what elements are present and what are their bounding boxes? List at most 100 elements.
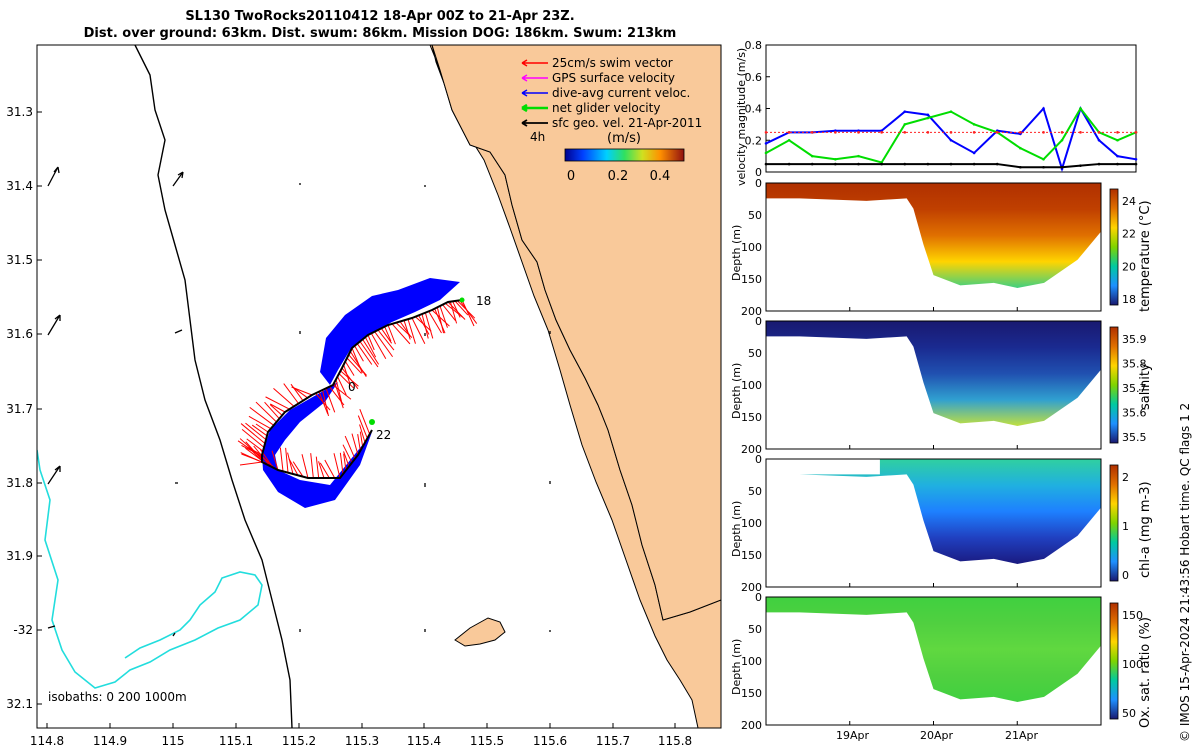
swim-vector xyxy=(359,408,371,435)
glider-track xyxy=(261,299,463,479)
velocity-point xyxy=(857,162,860,166)
swim-vector xyxy=(246,438,264,452)
swim-vector xyxy=(384,326,392,342)
lat-tick-label: 31.7 xyxy=(6,402,33,416)
swim-vector xyxy=(273,388,295,407)
lon-tick-label: 115.6 xyxy=(533,734,567,748)
lon-tick-label: 115.7 xyxy=(596,734,630,748)
swim-vector-fan xyxy=(237,299,478,479)
swim-vector xyxy=(332,384,352,400)
velocity-point xyxy=(764,131,768,134)
velocity-point xyxy=(972,123,976,126)
swim-vector xyxy=(431,309,450,327)
swim-vector xyxy=(343,453,347,471)
lon-tick-label: 114.8 xyxy=(30,734,64,748)
swim-vector xyxy=(454,300,469,316)
track-label-end: 22 xyxy=(376,428,391,442)
depth-tick: 50 xyxy=(748,347,762,360)
velocity-point xyxy=(1042,165,1045,169)
lat-tick-label: -32 xyxy=(13,623,33,637)
depth-tick: 150 xyxy=(741,549,762,562)
velocity-point xyxy=(995,162,999,166)
velocity-point xyxy=(926,131,930,134)
velocity-point xyxy=(810,131,814,134)
velocity-point xyxy=(1097,138,1101,142)
swim-vector xyxy=(287,452,294,475)
section-panels: 0501001502002422201805010015020035.935.8… xyxy=(741,177,1147,732)
swim-vector xyxy=(265,396,290,410)
swim-vector xyxy=(269,404,283,416)
velocity-point xyxy=(926,162,930,166)
swim-vector xyxy=(407,319,416,344)
swim-vector xyxy=(292,461,304,477)
velocity-point xyxy=(1097,131,1101,134)
swim-vector xyxy=(339,452,344,475)
depth-label-salinity: Depth (m) xyxy=(730,362,743,419)
velocity-point xyxy=(1060,165,1064,169)
swim-vector xyxy=(351,433,359,456)
velocity-ylabel: velocity magnitude (m/s) xyxy=(735,47,748,186)
velocity-ytick: 0.8 xyxy=(745,39,763,52)
depth-tick: 0 xyxy=(755,177,762,190)
speed-colorbar xyxy=(564,148,685,162)
velocity-ytick: 0.2 xyxy=(745,134,763,147)
depth-label-temperature: Depth (m) xyxy=(730,224,743,281)
swim-vector xyxy=(348,354,367,376)
depth-tick: 100 xyxy=(741,517,762,530)
velocity-point xyxy=(810,154,814,158)
depth-label-chla: Depth (m) xyxy=(730,500,743,557)
lat-tick-label: 31.4 xyxy=(6,179,33,193)
time-step-label: 4h xyxy=(530,130,545,144)
velocity-point xyxy=(1116,162,1119,166)
swim-vector xyxy=(337,376,347,396)
swim-vector xyxy=(354,345,364,362)
depth-tick: 100 xyxy=(741,655,762,668)
swim-vector xyxy=(322,389,329,417)
velocity-point xyxy=(1079,164,1082,167)
figure-title-line2: Dist. over ground: 63km. Dist. swum: 86k… xyxy=(83,26,677,41)
swim-vector xyxy=(270,403,286,413)
depth-tick: 50 xyxy=(748,485,762,498)
depth-tick: 50 xyxy=(748,209,762,222)
colorbar-tick: 24 xyxy=(1122,195,1136,208)
swim-vector xyxy=(335,379,343,404)
swim-vector xyxy=(377,329,395,351)
swim-vector xyxy=(356,343,373,365)
velocity-point xyxy=(880,131,883,134)
swim-vector xyxy=(271,450,279,471)
section-colorbar xyxy=(1109,602,1119,720)
velocity-series-line xyxy=(766,163,1136,169)
velocity-point xyxy=(972,162,976,166)
swim-vector xyxy=(288,458,299,476)
swim-vector xyxy=(442,304,456,322)
current-vector-swath-north xyxy=(320,278,460,385)
swim-vector xyxy=(292,386,308,399)
velocity-point xyxy=(1019,146,1022,150)
swim-vector xyxy=(240,452,265,464)
velocity-ytick: 0.6 xyxy=(745,71,763,84)
swim-vector xyxy=(359,431,364,447)
section-data-area xyxy=(766,597,1101,702)
swim-vector xyxy=(395,322,413,338)
velocity-point xyxy=(903,123,907,126)
colorbar-label-oxygen: Ox. sat. ratio (%) xyxy=(1138,617,1153,728)
depth-tick: 100 xyxy=(741,379,762,392)
velocity-point xyxy=(764,142,768,145)
track-label-start: 18 xyxy=(476,294,491,308)
swim-vector xyxy=(439,305,448,328)
swim-vector xyxy=(240,423,266,444)
depth-tick: 200 xyxy=(741,443,762,456)
lat-tick-label: 31.6 xyxy=(6,327,33,341)
colorbar-tick: 18 xyxy=(1122,293,1136,306)
depth-tick: 100 xyxy=(741,241,762,254)
swim-vector xyxy=(342,444,353,463)
swim-vector xyxy=(357,434,361,451)
depth-tick: 200 xyxy=(741,581,762,594)
swim-vector xyxy=(380,328,393,344)
velocity-point xyxy=(1019,131,1022,134)
colorbar-tick: 35.6 xyxy=(1122,407,1147,420)
section-data-area xyxy=(766,183,1101,288)
lon-tick-label: 115.5 xyxy=(470,734,504,748)
swim-vector xyxy=(255,423,269,433)
track-label-mid: 0 xyxy=(348,380,356,394)
